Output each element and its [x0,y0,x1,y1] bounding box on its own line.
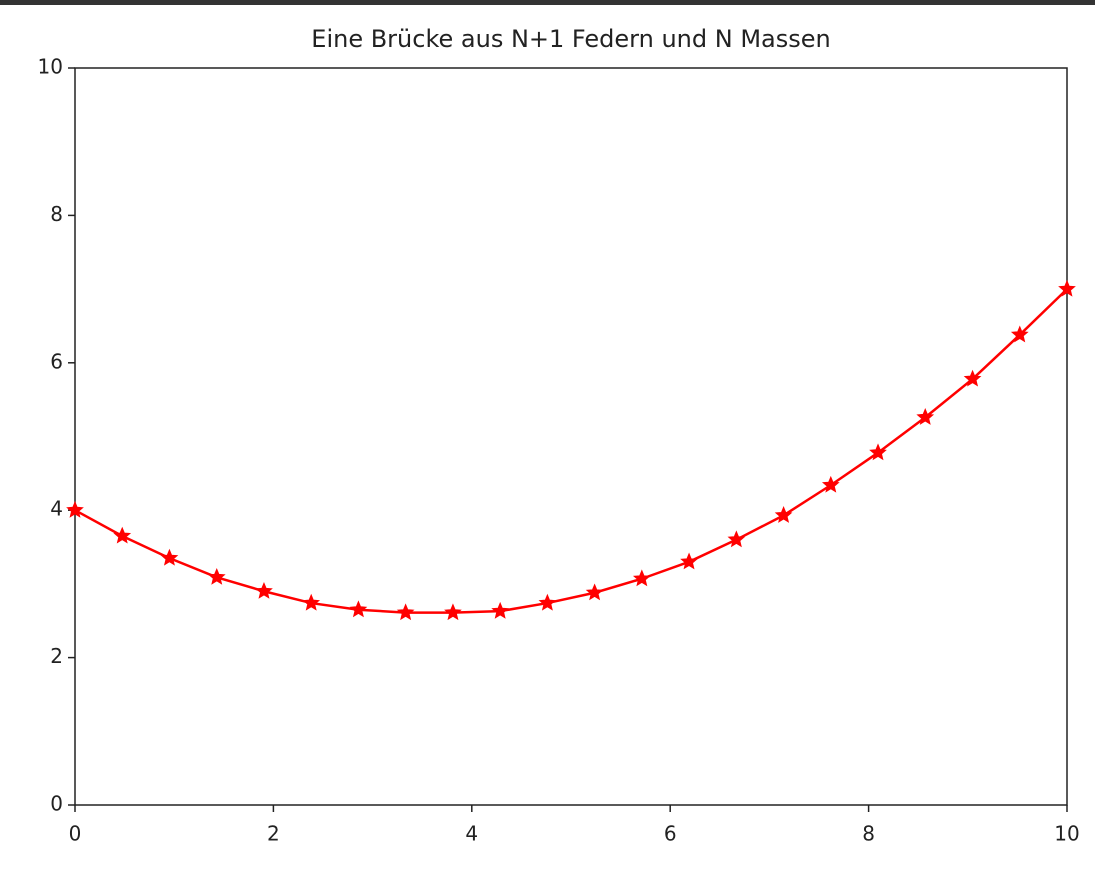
point-marker [869,443,887,461]
x-tick-label: 8 [862,822,875,846]
y-tick-label: 10 [38,55,63,79]
point-marker [821,475,840,493]
point-marker [491,601,510,619]
point-marker [302,593,321,611]
top-border [0,0,1095,5]
point-marker [727,530,746,548]
axes-frame [74,67,1068,806]
point-marker [349,600,368,618]
point-marker [160,548,179,566]
x-tick-label: 6 [664,822,677,846]
point-marker [1010,325,1029,343]
point-marker [207,567,226,585]
x-tick-label: 10 [1054,822,1079,846]
point-marker [444,603,462,621]
y-tick-label: 0 [50,792,63,816]
point-marker [585,583,604,601]
x-tick-label: 0 [69,822,82,846]
x-tick-label: 4 [465,822,478,846]
point-marker [66,500,84,518]
point-marker [632,569,651,587]
point-marker [113,526,132,544]
point-marker [255,581,273,599]
y-tick-label: 4 [50,497,63,521]
point-marker [1058,279,1076,297]
point-marker [963,369,982,387]
y-tick-label: 2 [50,644,63,668]
point-marker [396,603,415,621]
point-marker [680,552,698,570]
point-marker [916,408,935,425]
x-tick-label: 2 [267,822,280,846]
point-marker [538,593,557,611]
series-line [74,288,1068,614]
y-tick-label: 6 [50,349,63,373]
chart-title: Eine Brücke aus N+1 Federn und N Massen [311,25,830,53]
point-marker [774,506,793,523]
y-tick-label: 8 [50,202,63,226]
